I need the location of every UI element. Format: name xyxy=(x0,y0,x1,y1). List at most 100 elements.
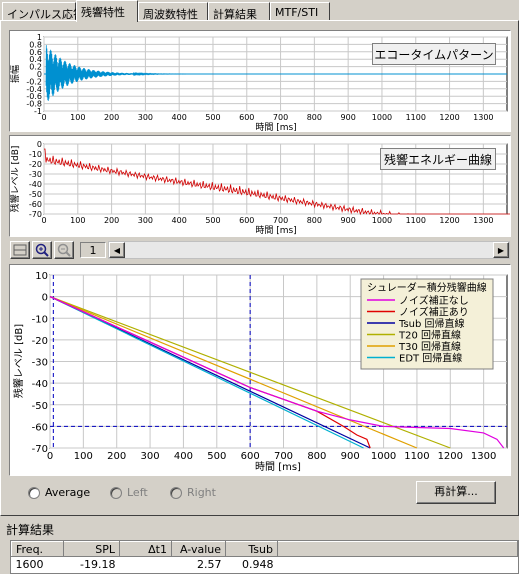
x-tick-label: 1300 xyxy=(473,113,493,122)
radio-average[interactable]: Average xyxy=(28,486,90,499)
recalculate-button[interactable]: 再計算... xyxy=(416,481,496,504)
echo-chart-frame: 0 100 200 300 400 500 600 700 800 900 1000 1100 1200… xyxy=(9,30,511,133)
y-tick-label: 0.4 xyxy=(29,55,42,64)
scroll-right-button[interactable]: ▶ xyxy=(493,242,509,258)
radio-right[interactable]: Right xyxy=(170,486,216,499)
energy-curve-button[interactable]: 残響エネルギー曲線 xyxy=(380,148,496,170)
layout-icon xyxy=(13,244,27,256)
x-tick-label: 900 xyxy=(341,451,360,462)
x-tick-label: 800 xyxy=(307,451,326,462)
x-tick-label: 600 xyxy=(239,216,254,225)
legend-label: EDT 回帰直線 xyxy=(399,352,462,365)
results-table-box: Freq. SPL Δt1 A-value Tsub 1600 -19.18 2… xyxy=(10,540,519,574)
layout-button[interactable] xyxy=(10,241,30,259)
y-axis-label: 振幅 xyxy=(10,65,21,83)
zoom-in-button[interactable] xyxy=(32,241,52,259)
legend-label: ノイズ補正なし xyxy=(399,294,469,307)
y-tick-label: -0.8 xyxy=(26,100,42,109)
y-tick-label: -70 xyxy=(29,210,42,219)
y-tick-label: -40 xyxy=(32,379,48,390)
col-header[interactable]: Δt1 xyxy=(119,541,172,557)
col-header[interactable]: A-value xyxy=(171,541,226,557)
x-tick-label: 700 xyxy=(273,113,288,122)
cell: -19.18 xyxy=(63,556,120,572)
tab-frequency[interactable]: 周波数特性 xyxy=(138,2,208,21)
tab-mtf-sti[interactable]: MTF/STI xyxy=(270,2,330,21)
table-row[interactable]: 1600 -19.18 2.57 0.948 xyxy=(11,556,518,572)
echo-waveform xyxy=(45,45,186,101)
series-line xyxy=(49,296,505,449)
x-tick-label: 1100 xyxy=(404,451,429,462)
x-tick-label: 1200 xyxy=(439,216,459,225)
y-tick-label: -1 xyxy=(34,107,42,116)
y-tick-label: -30 xyxy=(29,170,42,179)
legend-label: T20 回帰直線 xyxy=(398,329,461,342)
echo-time-pattern-chart: 0 100 200 300 400 500 600 700 800 900 1000 1100 1200… xyxy=(9,33,508,133)
legend-label: T30 回帰直線 xyxy=(398,340,461,353)
x-axis-label: 時間 [ms] xyxy=(255,225,296,236)
y-tick-label: 0.6 xyxy=(29,48,42,57)
cell xyxy=(119,556,172,572)
x-tick-label: 400 xyxy=(172,216,187,225)
radio-circle xyxy=(28,486,40,499)
y-tick-label: -60 xyxy=(32,422,48,433)
legend-label: Tsub 回帰直線 xyxy=(398,317,465,330)
x-axis-label: 時間 [ms] xyxy=(255,122,296,131)
zoom-in-icon xyxy=(35,243,49,257)
x-tick-label: 600 xyxy=(241,451,260,462)
y-tick-label: -50 xyxy=(32,401,48,412)
x-tick-label: 1200 xyxy=(439,113,459,122)
x-tick-label: 100 xyxy=(70,113,85,122)
col-header[interactable]: SPL xyxy=(63,541,120,557)
schroeder-decay-chart: 0 100 200 300 400 500 600 700 800 900 1000 1100 1200… xyxy=(12,271,508,473)
scroll-left-button[interactable]: ◀ xyxy=(109,242,125,258)
x-tick-label: 700 xyxy=(274,451,293,462)
x-tick-label: 1000 xyxy=(372,113,392,122)
x-tick-label: 1100 xyxy=(406,216,426,225)
zoom-out-button[interactable] xyxy=(54,241,74,259)
x-tick-label: 900 xyxy=(341,216,356,225)
x-tick-label: 1300 xyxy=(473,216,493,225)
x-tick-label: 300 xyxy=(141,451,160,462)
results-table: Freq. SPL Δt1 A-value Tsub 1600 -19.18 2… xyxy=(11,541,518,572)
y-tick-label: 0 xyxy=(42,293,48,304)
x-tick-label: 1300 xyxy=(471,451,496,462)
horizontal-scrollbar[interactable]: ◀ ▶ xyxy=(108,241,510,259)
x-tick-label: 300 xyxy=(138,113,153,122)
cell: 0.948 xyxy=(225,556,278,572)
x-tick-label: 1100 xyxy=(406,113,426,122)
y-tick-label: -0.6 xyxy=(26,92,42,101)
x-tick-label: 200 xyxy=(104,216,119,225)
echo-pattern-button[interactable]: エコータイムパターン xyxy=(372,43,496,65)
x-tick-label: 500 xyxy=(207,451,226,462)
y-axis-label: 残響レベル [dB] xyxy=(10,146,21,213)
tab-reverberation[interactable]: 残響特性 xyxy=(76,0,138,22)
x-tick-label: 1200 xyxy=(438,451,463,462)
x-tick-label: 0 xyxy=(47,451,53,462)
col-header[interactable]: Tsub xyxy=(225,541,278,557)
tab-impulse-response[interactable]: インパルス応答 xyxy=(2,2,84,21)
tab-bar: インパルス応答 残響特性 周波数特性 計算結果 MTF/STI xyxy=(0,0,519,22)
y-tick-label: -20 xyxy=(29,160,42,169)
series-line xyxy=(49,296,364,449)
y-tick-label: -10 xyxy=(32,314,48,325)
tab-results[interactable]: 計算結果 xyxy=(208,2,270,21)
x-tick-label: 200 xyxy=(104,113,119,122)
radio-left[interactable]: Left xyxy=(110,486,148,499)
page-number-box[interactable]: 1 xyxy=(80,242,106,258)
x-tick-label: 500 xyxy=(205,113,220,122)
legend-label: ノイズ補正あり xyxy=(399,306,469,319)
cell-filler xyxy=(277,556,518,572)
radio-circle xyxy=(170,486,182,499)
x-tick-label: 1000 xyxy=(371,451,396,462)
y-tick-label: -0.4 xyxy=(26,85,42,94)
y-tick-label: 0.2 xyxy=(29,63,42,72)
y-tick-label: -20 xyxy=(32,336,48,347)
x-tick-label: 0 xyxy=(41,113,46,122)
x-tick-label: 400 xyxy=(174,451,193,462)
col-header[interactable]: Freq. xyxy=(11,541,64,557)
x-tick-label: 300 xyxy=(138,216,153,225)
y-tick-label: -40 xyxy=(29,180,42,189)
x-tick-label: 800 xyxy=(307,216,322,225)
x-tick-label: 700 xyxy=(273,216,288,225)
